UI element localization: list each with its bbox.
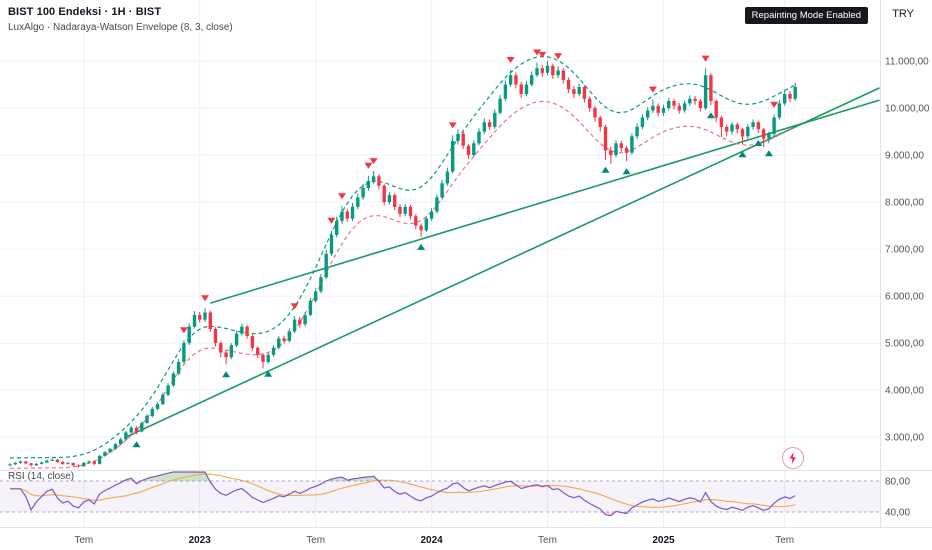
envelope-lower-band bbox=[10, 100, 796, 469]
sell-signal-icon bbox=[648, 86, 657, 93]
sell-signal-icon bbox=[701, 55, 710, 62]
sell-signal-icon bbox=[290, 303, 299, 310]
rsi-ma-line bbox=[10, 473, 796, 508]
buy-signal-icon bbox=[738, 151, 747, 158]
signals-layer bbox=[132, 49, 779, 448]
time-axis-label: 2024 bbox=[420, 535, 443, 546]
buy-signal-icon bbox=[706, 112, 715, 119]
buy-signal-icon bbox=[601, 166, 610, 173]
time-axis-label: Tem bbox=[538, 535, 557, 546]
currency-label[interactable]: TRY bbox=[892, 8, 914, 20]
buy-signal-icon bbox=[417, 243, 426, 250]
price-axis-label: 6.000,00 bbox=[885, 292, 924, 303]
price-axis-label: 5.000,00 bbox=[885, 339, 924, 350]
time-axis-label: Tem bbox=[306, 535, 325, 546]
sell-signal-icon bbox=[179, 327, 188, 334]
rsi-axis-label: 40,00 bbox=[885, 508, 910, 519]
time-axis-label: Tem bbox=[74, 535, 93, 546]
price-axis[interactable]: 11.000,00 10.000,00 9.000,00 8.000,00 7.000,… bbox=[885, 57, 930, 519]
lightning-button[interactable] bbox=[782, 447, 804, 469]
sell-signal-icon bbox=[533, 49, 541, 56]
sell-signal-icon bbox=[554, 53, 563, 60]
time-axis-label: 2025 bbox=[652, 535, 675, 546]
candles-layer[interactable] bbox=[8, 60, 797, 468]
price-axis-label: 8.000,00 bbox=[885, 198, 924, 209]
buy-signal-icon bbox=[764, 150, 773, 157]
price-axis-label: 3.000,00 bbox=[885, 433, 924, 444]
time-axis[interactable]: Tem 2023 Tem 2024 Tem 2025 Tem bbox=[74, 535, 794, 546]
price-axis-label: 11.000,00 bbox=[885, 57, 929, 68]
sell-signal-icon bbox=[327, 217, 336, 224]
buy-signal-icon bbox=[132, 441, 141, 448]
time-axis-label: 2023 bbox=[189, 535, 212, 546]
time-axis-label: Tem bbox=[775, 535, 794, 546]
price-axis-label: 7.000,00 bbox=[885, 245, 924, 256]
chart-legend: BIST 100 Endeksi · 1H · BIST LuxAlgo · N… bbox=[8, 6, 233, 33]
price-axis-label: 4.000,00 bbox=[885, 386, 924, 397]
symbol-title[interactable]: BIST 100 Endeksi · 1H · BIST bbox=[8, 6, 162, 18]
grid-layer bbox=[0, 0, 880, 527]
sell-signal-icon bbox=[538, 51, 547, 58]
rsi-axis-label: 80,00 bbox=[885, 477, 910, 488]
sell-signal-icon bbox=[364, 162, 373, 169]
separators-layer bbox=[0, 0, 932, 528]
envelope-upper-band bbox=[9, 55, 796, 459]
rsi-pane-label[interactable]: RSI (14, close) bbox=[8, 471, 75, 482]
buy-signal-icon bbox=[754, 140, 763, 146]
indicator-title[interactable]: LuxAlgo · Nadaraya-Watson Envelope (8, 3… bbox=[8, 22, 233, 33]
sell-signal-icon bbox=[506, 57, 515, 63]
price-axis-label: 10.000,00 bbox=[885, 104, 930, 115]
rsi-band-fill bbox=[0, 481, 880, 512]
rsi-line bbox=[10, 471, 796, 517]
sell-signal-icon bbox=[770, 101, 779, 108]
buy-signal-icon bbox=[222, 371, 231, 378]
buy-signal-icon bbox=[264, 370, 273, 377]
buy-signal-icon bbox=[622, 168, 631, 175]
lightning-icon bbox=[789, 452, 796, 464]
price-axis-label: 9.000,00 bbox=[885, 151, 924, 162]
repainting-mode-badge: Repainting Mode Enabled bbox=[744, 7, 868, 24]
envelope-layer bbox=[9, 55, 796, 469]
sell-signal-icon bbox=[369, 158, 378, 165]
sell-signal-icon bbox=[448, 122, 457, 129]
trendlines-layer[interactable] bbox=[125, 87, 880, 438]
sell-signal-icon bbox=[338, 193, 346, 200]
sell-signal-icon bbox=[201, 295, 209, 302]
rsi-pane-layer[interactable] bbox=[0, 471, 880, 517]
rsi-oversold-fill bbox=[10, 512, 796, 516]
